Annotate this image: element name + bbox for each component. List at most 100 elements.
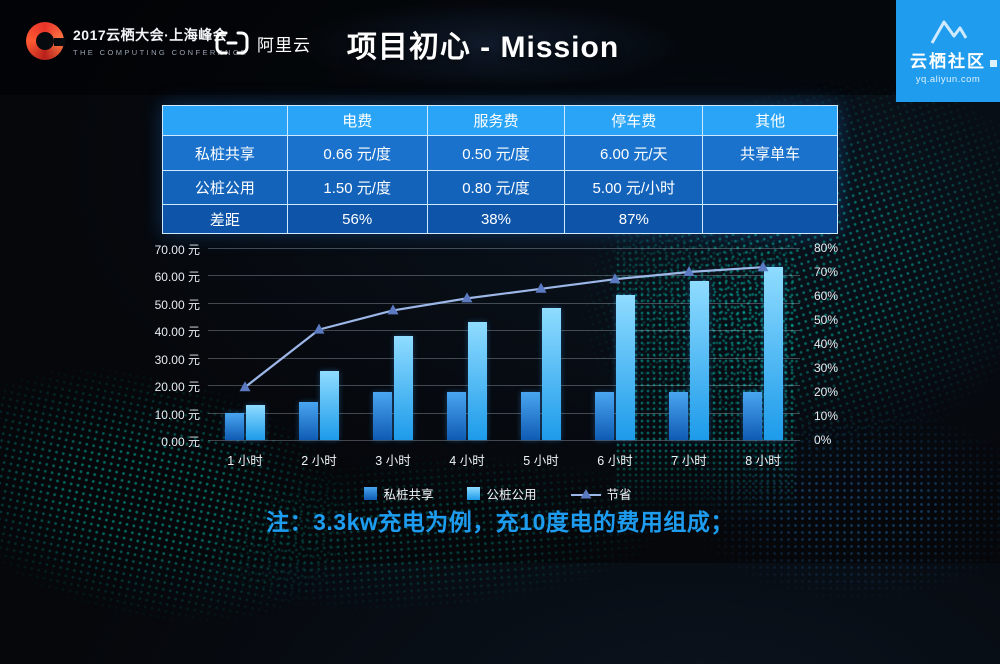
table-cell: 1.50 元/度: [286, 170, 428, 205]
gridline: [208, 330, 800, 332]
table-cell: 56%: [286, 204, 428, 234]
left-axis-label: 50.00 元: [154, 297, 200, 312]
right-axis-label: 40%: [814, 337, 839, 351]
col-header-electricity: 电费: [286, 105, 428, 136]
community-name: 云栖社区: [910, 52, 986, 71]
row-label: 差距: [162, 204, 288, 234]
line-marker-triangle: [387, 304, 399, 315]
chart-legend: 私桩共享 公桩公用 节省: [128, 484, 868, 503]
conference-subtitle: THE COMPUTING CONFERENCE: [73, 48, 249, 57]
conference-logo: 2017云栖大会·上海峰会 THE COMPUTING CONFERENCE: [26, 22, 248, 60]
left-axis-label: 40.00 元: [154, 325, 200, 340]
table-cell: 共享单车: [702, 135, 838, 171]
bar-private: [225, 413, 244, 440]
aliyun-brackets-icon: [215, 31, 249, 55]
chart-plot-area: 70.00 元 60.00 元 50.00 元 40.00 元 30.00 元 20.00…: [128, 238, 868, 508]
conference-logo-icon: [26, 22, 65, 60]
bar-public: [542, 308, 561, 440]
conference-name: 2017云栖大会·上海峰会: [73, 27, 228, 43]
col-header-service: 服务费: [426, 105, 566, 136]
bar-private: [521, 391, 540, 440]
aliyun-logo-text: 阿里云: [257, 35, 311, 55]
x-axis-label: 7 小时: [671, 454, 707, 468]
row-label: 公桩公用: [162, 170, 288, 205]
bar-public: [616, 294, 635, 440]
gridline: [208, 248, 800, 249]
left-axis-label: 60.00 元: [154, 270, 200, 285]
gridline: [208, 302, 800, 304]
x-axis-label: 6 小时: [597, 454, 633, 468]
gridline: [208, 385, 800, 387]
community-logo-icon: [930, 20, 968, 44]
table-cell: 0.80 元/度: [426, 170, 566, 205]
table-cell: 6.00 元/天: [564, 135, 704, 171]
legend-label: 公桩公用: [486, 488, 537, 502]
right-axis-label: 50%: [814, 313, 839, 327]
footnote: 注：3.3kw充电为例，充10度电的费用组成；: [266, 509, 734, 535]
line-marker-triangle: [239, 381, 251, 392]
x-axis-label: 1 小时: [227, 454, 263, 468]
legend-swatch-public-icon: [467, 487, 481, 500]
pricing-table: 电费 服务费 停车费 其他 私桩共享 0.66 元/度 0.50 元/度 6.0…: [162, 105, 838, 234]
table-cell: 38%: [426, 204, 566, 234]
line-marker-triangle: [313, 323, 325, 334]
col-header-parking: 停车费: [564, 105, 704, 136]
right-axis-label: 80%: [814, 241, 839, 255]
bar-private: [299, 402, 318, 440]
community-url: yq.aliyun.com: [915, 74, 981, 85]
bar-public: [690, 280, 709, 440]
left-axis-label: 10.00 元: [154, 407, 200, 422]
gridline: [208, 412, 800, 414]
line-marker-triangle: [535, 282, 547, 293]
left-axis-label: 20.00 元: [154, 380, 200, 395]
badge-corner-square-icon: [990, 60, 997, 67]
legend-item-public: 公桩公用: [467, 484, 537, 503]
line-marker-triangle: [757, 261, 769, 272]
x-axis-label: 3 小时: [375, 454, 411, 468]
title-shade: [300, 2, 680, 88]
x-axis-label: 4 小时: [449, 454, 485, 468]
table-row: 私桩共享 0.66 元/度 0.50 元/度 6.00 元/天 共享单车: [162, 135, 838, 171]
row-label: 私桩共享: [162, 135, 288, 171]
left-axis-label: 0.00 元: [161, 435, 200, 449]
bar-private: [373, 392, 392, 440]
bar-private: [595, 391, 614, 440]
chart: 70.00 元 60.00 元 50.00 元 40.00 元 30.00 元 20.00…: [128, 238, 868, 508]
savings-line: [239, 261, 769, 392]
gridline: [208, 275, 800, 277]
conference-logo-text: 2017云栖大会·上海峰会 THE COMPUTING CONFERENCE: [73, 25, 248, 57]
legend-swatch-private-icon: [364, 487, 378, 500]
x-axis-label: 5 小时: [523, 454, 559, 468]
legend-item-savings: 节省: [570, 484, 632, 503]
x-axis-label: 2 小时: [301, 454, 337, 468]
bar-private: [743, 391, 762, 440]
line-marker-triangle: [461, 292, 473, 303]
legend-label: 私桩共享: [383, 488, 434, 502]
bar-public: [394, 336, 413, 440]
page-title: 项目初心 - Mission: [346, 31, 620, 64]
col-header-blank: [162, 105, 288, 136]
bar-private: [447, 391, 466, 440]
table-header-row: 电费 服务费 停车费 其他: [162, 105, 838, 136]
x-axis-label: 8 小时: [745, 454, 781, 468]
right-axis-label: 0%: [814, 433, 832, 447]
col-header-other: 其他: [702, 105, 838, 136]
table-cell: 0.50 元/度: [426, 135, 566, 171]
aliyun-logo: 阿里云: [214, 30, 311, 56]
table-cell: 87%: [564, 204, 704, 234]
table-cell: 0.66 元/度: [286, 135, 428, 171]
table-cell: 5.00 元/小时: [564, 170, 704, 205]
right-axis-label: 70%: [814, 265, 839, 279]
right-axis-label: 30%: [814, 361, 839, 375]
right-axis-label: 60%: [814, 289, 839, 303]
right-axis-label: 10%: [814, 409, 839, 423]
line-marker-triangle: [609, 273, 621, 284]
table-cell: [702, 170, 838, 205]
legend-item-private: 私桩共享: [364, 484, 433, 503]
bar-public: [246, 405, 265, 440]
bar-private: [669, 391, 688, 440]
line-marker-triangle: [683, 266, 695, 276]
gridline: [208, 357, 800, 359]
table-row: 公桩公用 1.50 元/度 0.80 元/度 5.00 元/小时: [162, 170, 838, 205]
legend-label: 节省: [606, 488, 632, 502]
